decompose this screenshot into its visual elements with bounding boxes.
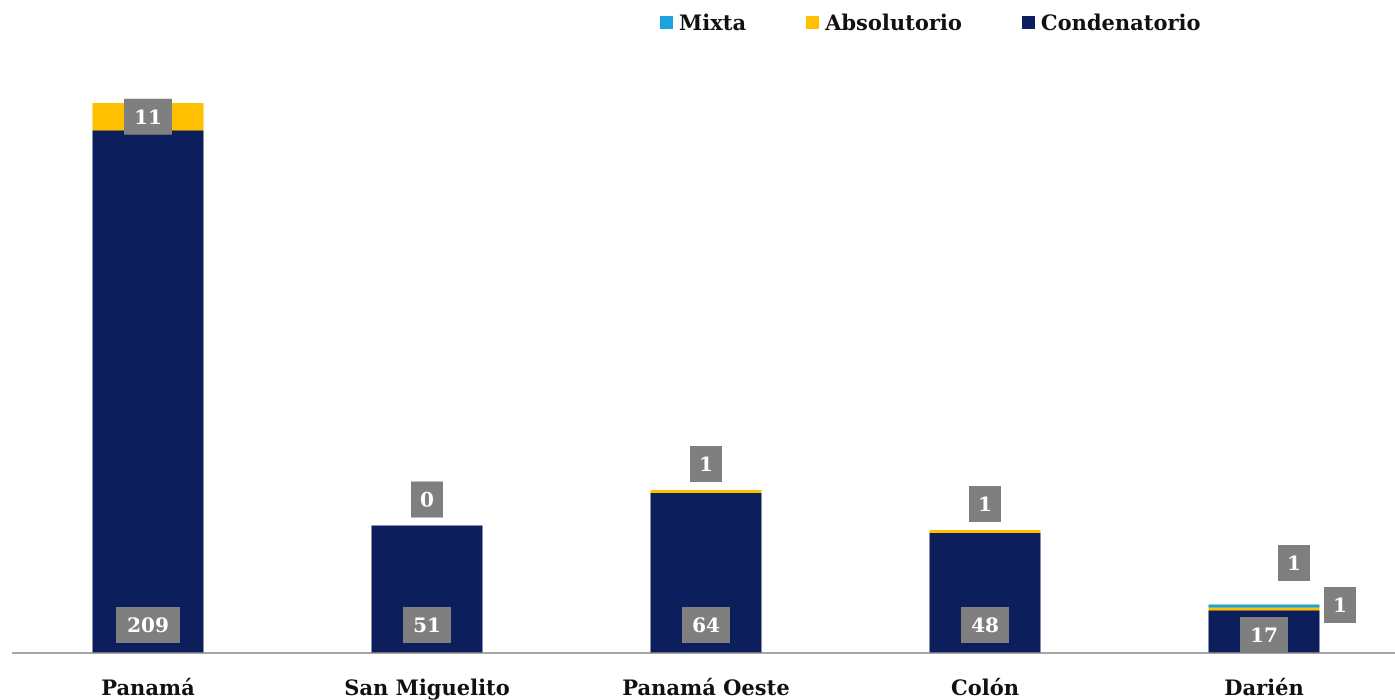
legend-swatch-absolutorio (806, 16, 820, 29)
category-label-panama-oeste: Panamá Oeste (622, 675, 789, 700)
data-label-condenatorio-panama: 209 (127, 613, 169, 637)
legend-label-condenatorio: Condenatorio (1040, 10, 1201, 35)
data-label-condenatorio-colon: 48 (971, 613, 999, 637)
data-label-absolutorio-darien-box (1324, 587, 1356, 623)
bar-absolutorio-colon (929, 530, 1041, 533)
data-label-mixta-darien-box (1278, 545, 1310, 581)
data-label-absolutorio-panama-oeste-box (690, 446, 722, 482)
legend-item-absolutorio: Absolutorio (806, 10, 962, 35)
data-label-absolutorio-colon: 1 (978, 492, 992, 516)
bar-absolutorio-darien (1208, 607, 1320, 611)
data-label-condenatorio-darien-box (1240, 617, 1288, 653)
data-label-absolutorio-san-miguelito: 0 (420, 488, 434, 512)
category-label-panama: Panamá (101, 675, 195, 700)
data-label-condenatorio-panama-oeste: 64 (692, 613, 720, 637)
legend-item-mixta: Mixta (660, 10, 746, 35)
bar-condenatorio-panama (92, 130, 204, 653)
bar-absolutorio-panama-oeste (650, 490, 762, 493)
data-label-absolutorio-san-miguelito-box (411, 481, 443, 518)
data-label-absolutorio-colon-box (969, 486, 1001, 522)
category-label-darien: Darién (1224, 675, 1304, 700)
data-label-absolutorio-panama: 11 (134, 105, 162, 129)
data-label-absolutorio-darien: 1 (1333, 593, 1347, 617)
data-label-condenatorio-panama-oeste-box (682, 607, 730, 643)
data-label-mixta-darien: 1 (1287, 551, 1301, 575)
legend-swatch-condenatorio (1021, 16, 1035, 29)
legend-label-absolutorio: Absolutorio (825, 10, 962, 35)
data-label-condenatorio-san-miguelito: 51 (413, 613, 441, 637)
bar-mixta-darien (1208, 604, 1320, 608)
data-label-condenatorio-colon-box (961, 607, 1009, 643)
data-label-absolutorio-panama-box (124, 98, 172, 135)
category-label-colon: Colón (951, 675, 1019, 700)
category-label-san-miguelito: San Miguelito (344, 675, 510, 700)
data-label-condenatorio-panama-box (116, 607, 180, 643)
data-label-absolutorio-panama-oeste: 1 (699, 452, 713, 476)
data-label-condenatorio-darien: 17 (1250, 623, 1278, 647)
legend-swatch-mixta (660, 16, 673, 29)
legend-item-condenatorio: Condenatorio (1021, 10, 1201, 35)
chart-legend: Mixta Absolutorio Condenatorio (660, 10, 1201, 35)
data-label-condenatorio-san-miguelito-box (403, 607, 451, 643)
legend-label-mixta: Mixta (679, 10, 747, 35)
